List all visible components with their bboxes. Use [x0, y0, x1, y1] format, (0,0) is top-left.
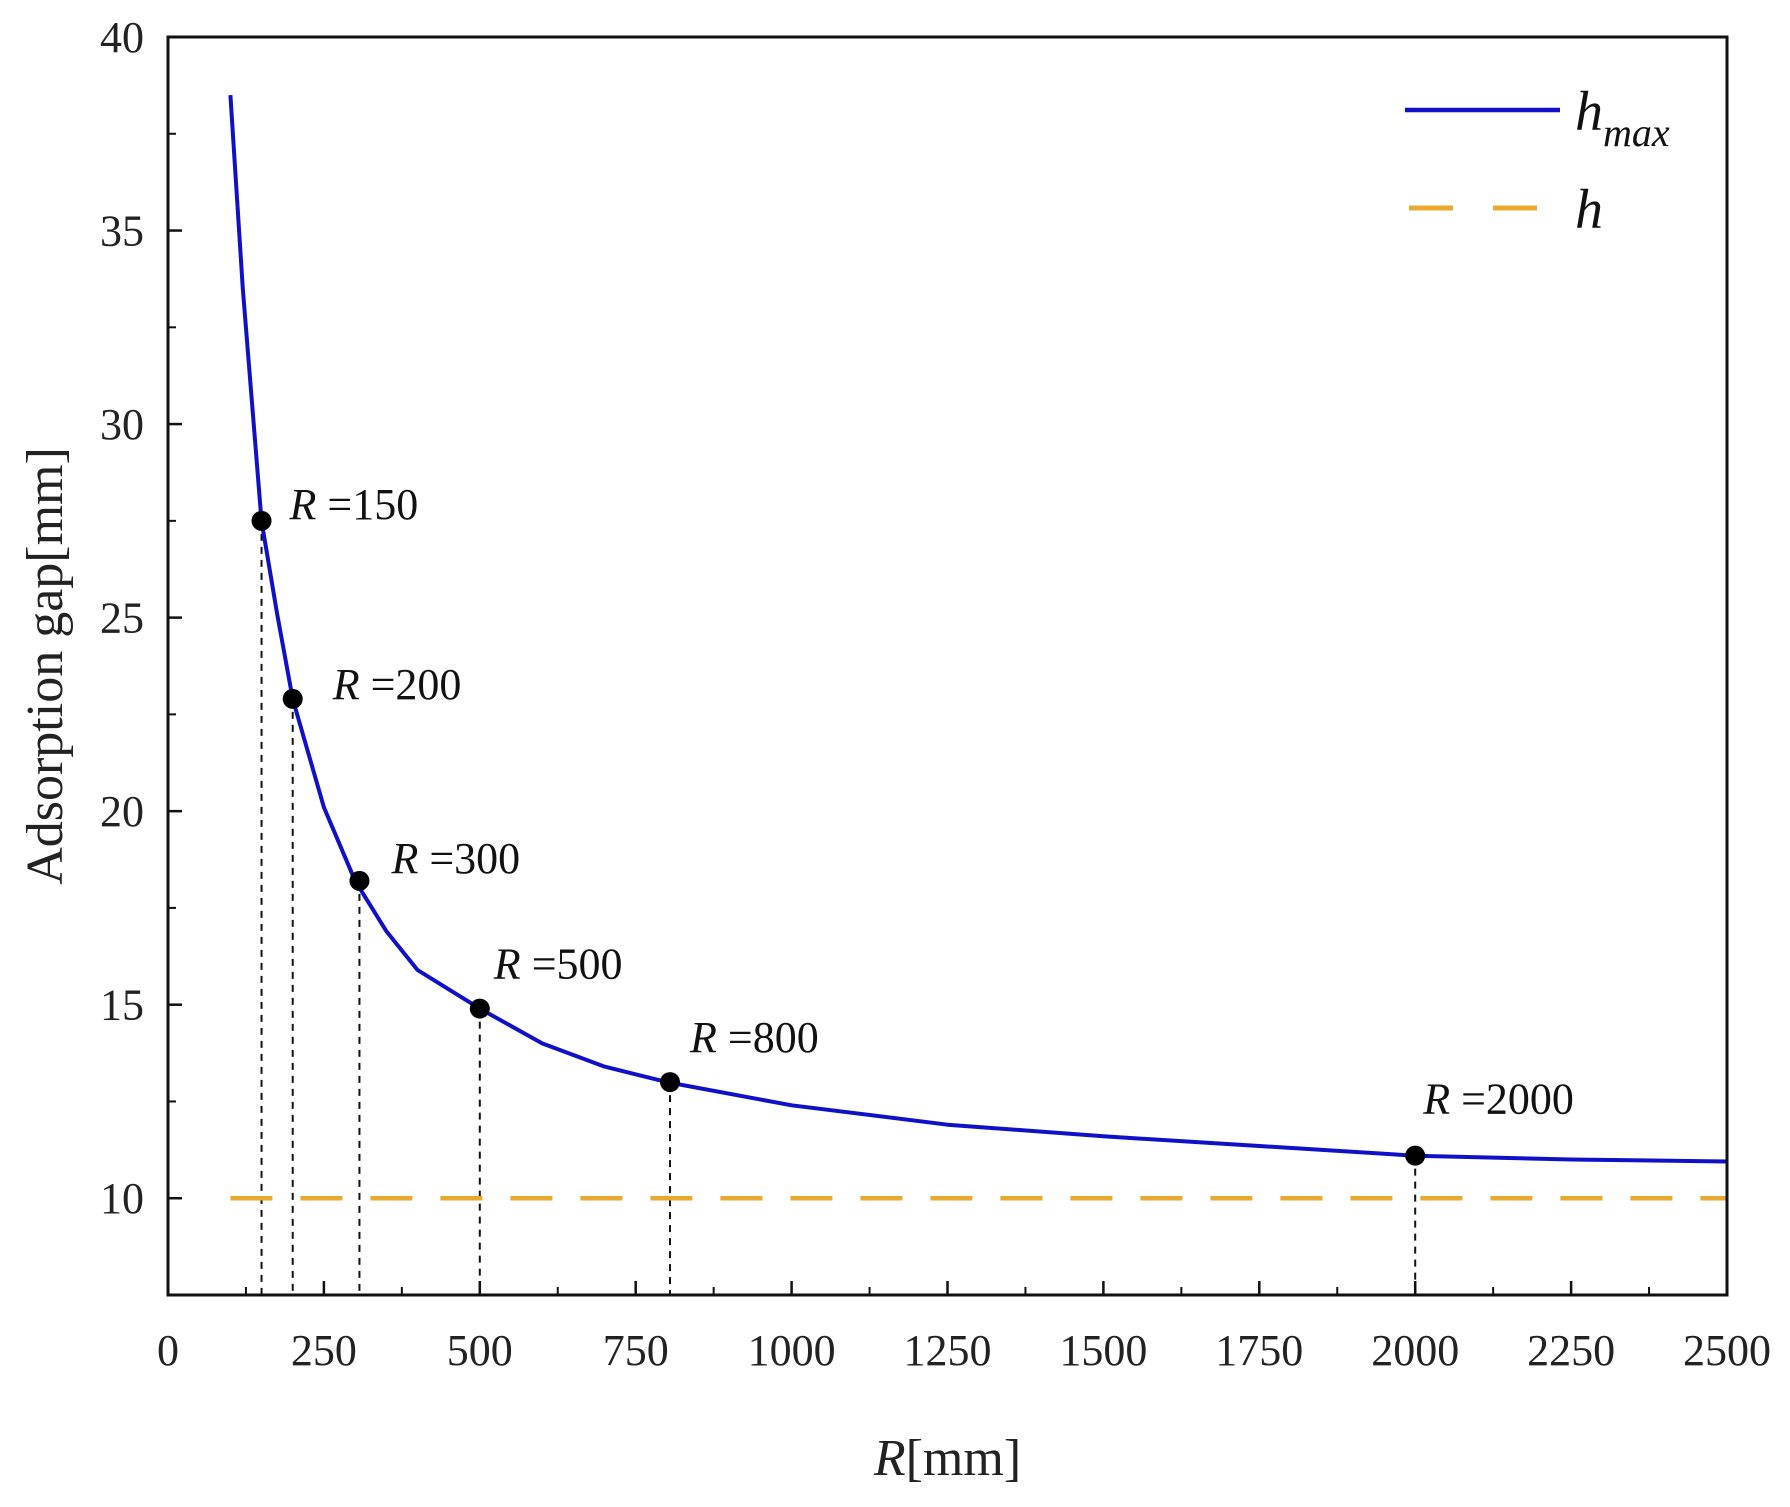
- legend-label-h: h: [1575, 179, 1603, 241]
- marker-label: R =500: [493, 940, 623, 989]
- x-tick-label: 2500: [1683, 1326, 1771, 1375]
- legend-label-h-max: hmax: [1575, 81, 1670, 155]
- series-lines: [228, 94, 1728, 1201]
- y-tick-label: 20: [100, 787, 144, 836]
- x-tick-label: 1500: [1059, 1326, 1147, 1375]
- plot-border: [166, 35, 1729, 1297]
- x-tick-label: 500: [447, 1326, 513, 1375]
- marker-label: R =300: [390, 834, 520, 883]
- marker-label: R =2000: [1422, 1075, 1574, 1124]
- data-markers: [251, 510, 1426, 1166]
- x-tick-label: 1000: [748, 1326, 836, 1375]
- axis-titles: R[mm] Adsorption gap[mm]: [17, 447, 1021, 1487]
- x-tick-label: 2250: [1527, 1326, 1615, 1375]
- y-tick-label: 25: [100, 594, 144, 643]
- axis-ticks: 0 250 500 750 1000 1250 1500 1750 2000 2250 2500 10…: [100, 13, 1771, 1375]
- marker-labels: R =150 R =200 R =300 R =500 R =800 R =2000: [289, 480, 1574, 1124]
- legend: hmax h: [1405, 81, 1670, 241]
- data-point-marker: [282, 688, 303, 709]
- marker-label: R =800: [689, 1013, 819, 1062]
- x-tick-label: 0: [157, 1326, 179, 1375]
- data-point-marker: [251, 510, 272, 531]
- data-point-marker: [659, 1072, 680, 1093]
- data-point-marker: [1405, 1145, 1426, 1166]
- series-line-h-max: [228, 94, 1728, 1164]
- marker-guides: [260, 520, 1417, 1295]
- data-point-marker: [349, 870, 370, 891]
- x-tick-label: 1250: [904, 1326, 992, 1375]
- y-tick-label: 35: [100, 207, 144, 256]
- x-tick-label: 1750: [1215, 1326, 1303, 1375]
- y-tick-label: 15: [100, 981, 144, 1030]
- x-tick-label: 2000: [1371, 1326, 1459, 1375]
- y-tick-label: 40: [100, 13, 144, 62]
- y-axis-title: Adsorption gap[mm]: [17, 447, 74, 885]
- data-point-marker: [469, 998, 490, 1019]
- y-tick-label: 10: [100, 1174, 144, 1223]
- plot-frame: [166, 35, 1729, 1297]
- marker-label: R =200: [332, 660, 462, 709]
- x-axis-title: R[mm]: [873, 1430, 1021, 1487]
- y-tick-label: 30: [100, 400, 144, 449]
- x-tick-label: 750: [603, 1326, 669, 1375]
- x-tick-label: 250: [291, 1326, 357, 1375]
- marker-label: R =150: [289, 480, 419, 529]
